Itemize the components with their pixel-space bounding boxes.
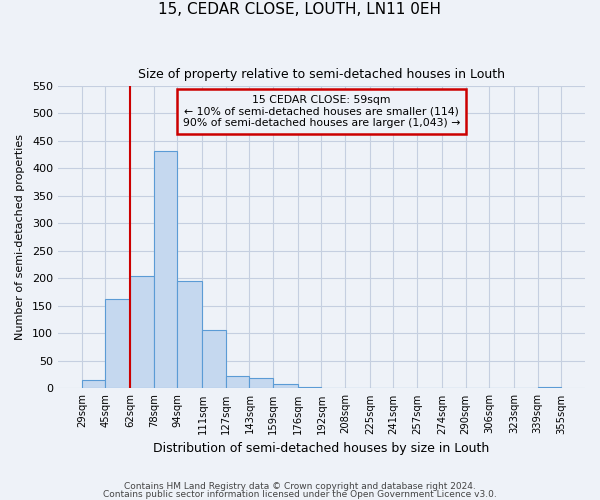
X-axis label: Distribution of semi-detached houses by size in Louth: Distribution of semi-detached houses by … <box>154 442 490 455</box>
Bar <box>226 376 250 388</box>
Text: 15, CEDAR CLOSE, LOUTH, LN11 0EH: 15, CEDAR CLOSE, LOUTH, LN11 0EH <box>158 2 442 18</box>
Text: 15 CEDAR CLOSE: 59sqm
← 10% of semi-detached houses are smaller (114)
90% of sem: 15 CEDAR CLOSE: 59sqm ← 10% of semi-deta… <box>183 95 460 128</box>
Bar <box>106 299 130 388</box>
Bar <box>202 330 226 388</box>
Text: Contains HM Land Registry data © Crown copyright and database right 2024.: Contains HM Land Registry data © Crown c… <box>124 482 476 491</box>
Bar <box>178 280 202 388</box>
Bar <box>250 378 273 388</box>
Y-axis label: Number of semi-detached properties: Number of semi-detached properties <box>15 134 25 340</box>
Text: Contains public sector information licensed under the Open Government Licence v3: Contains public sector information licen… <box>103 490 497 499</box>
Bar <box>130 276 154 388</box>
Bar <box>82 380 106 388</box>
Title: Size of property relative to semi-detached houses in Louth: Size of property relative to semi-detach… <box>138 68 505 80</box>
Bar <box>273 384 298 388</box>
Bar <box>154 151 178 388</box>
